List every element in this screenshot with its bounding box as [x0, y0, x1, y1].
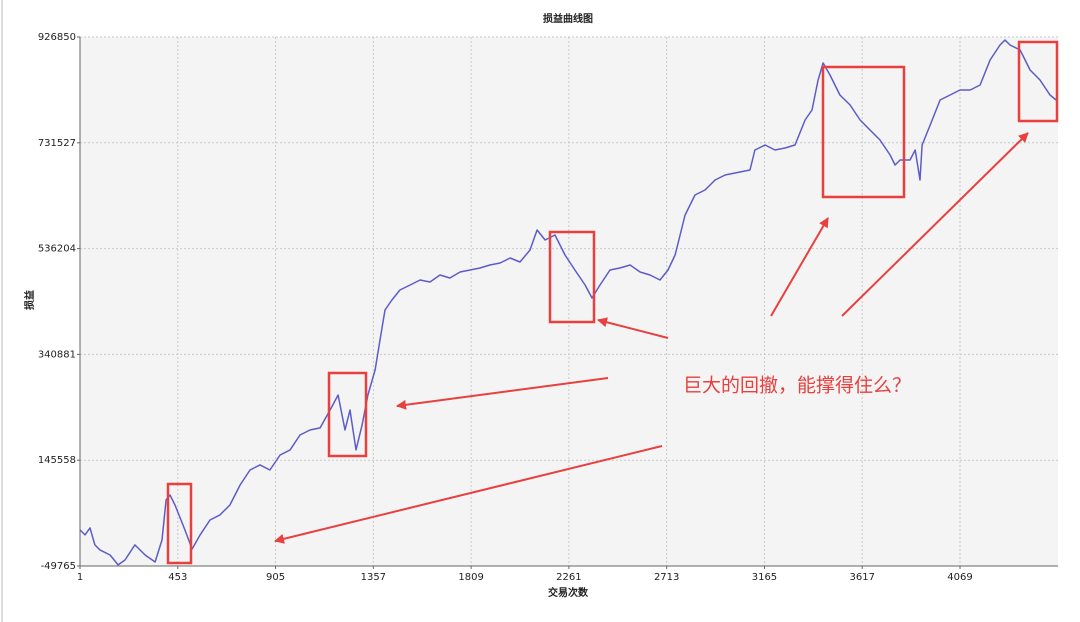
data-layer: -49765 145558 340881 536204 731527 926850 1 453… — [38, 32, 1058, 583]
y-tick-label: 536204 — [38, 244, 76, 255]
chart-title: 损益曲线图 — [543, 12, 593, 25]
highlight-box — [821, 65, 906, 199]
x-tick-label: 2261 — [556, 572, 581, 583]
highlight-box — [1017, 40, 1059, 123]
y-tick-label: 145558 — [38, 455, 76, 466]
x-tick-label: 1 — [77, 572, 83, 583]
highlight-box — [166, 482, 193, 565]
highlight-box — [327, 371, 368, 458]
annotation: 巨大的回撤，能撑得住么？ — [683, 375, 911, 397]
arrow — [274, 445, 663, 544]
x-axis-label: 交易次数 — [548, 586, 589, 599]
arrow — [770, 217, 829, 317]
x-tick-label: 3165 — [752, 572, 777, 583]
y-tick-label: 926850 — [38, 32, 76, 43]
y-tick-label: 340881 — [38, 349, 76, 360]
arrow — [396, 377, 609, 410]
x-tick-label: 1357 — [361, 572, 386, 583]
equity-line — [79, 39, 1057, 566]
x-tick-label: 453 — [168, 572, 187, 583]
arrow — [597, 317, 669, 339]
arrow — [841, 132, 1029, 317]
highlight-box — [548, 230, 596, 324]
y-axis-label: 损益 — [23, 290, 36, 310]
y-tick-label: 731527 — [38, 138, 76, 149]
x-tick-label: 1809 — [458, 572, 483, 583]
x-tick-label: 2713 — [654, 572, 679, 583]
x-tick-label: 4069 — [947, 572, 972, 583]
annotations: 巨大的回撤，能撑得住么？ — [166, 40, 1059, 565]
x-tick-label: 3617 — [850, 572, 875, 583]
x-tick-label: 905 — [266, 572, 285, 583]
y-tick-label: -49765 — [41, 561, 76, 572]
